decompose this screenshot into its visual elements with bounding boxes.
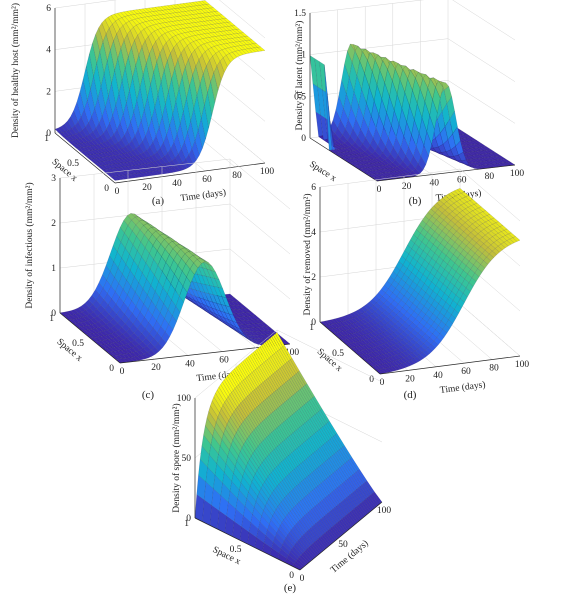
surface-cell — [227, 21, 236, 27]
z-axis-label: Density of healthy host (mm²/mm²) — [10, 3, 21, 138]
time-axis-label: Time (days) — [439, 379, 486, 396]
z-tick-label: 0 — [46, 129, 51, 139]
surface-cell — [244, 36, 253, 41]
surface-cell — [260, 322, 269, 327]
time-tick-label: 0 — [300, 574, 305, 584]
surface-cell — [205, 3, 214, 9]
surface-cell — [235, 28, 244, 34]
z-tick-label: 0.5 — [294, 92, 306, 102]
time-tick-label: 40 — [433, 371, 443, 381]
z-tick-label: 100 — [177, 394, 192, 404]
time-tick-label: 20 — [151, 363, 161, 373]
surface-cell — [264, 325, 274, 331]
panel-caption: (c) — [142, 389, 155, 401]
surface-cell — [222, 18, 232, 23]
panel-caption: (e) — [284, 582, 297, 594]
space-axis-label: Space x — [307, 160, 338, 185]
time-tick-label: 100 — [510, 169, 525, 179]
space-tick-label: 0 — [109, 364, 114, 374]
surface-cell — [234, 300, 244, 306]
panel-caption: (a) — [152, 195, 165, 207]
axes-frame-b — [309, 13, 516, 182]
surface-cell — [201, 0, 210, 5]
surface-d — [319, 188, 521, 375]
time-tick-label: 40 — [185, 359, 195, 369]
surface-cell — [465, 195, 474, 201]
time-tick-label: 100 — [515, 360, 530, 370]
z-tick-label: 0 — [311, 318, 316, 328]
surface-cell — [231, 25, 240, 30]
surface-cell — [247, 311, 257, 316]
time-tick-label: 0 — [377, 185, 382, 195]
z-tick-label: 1 — [51, 264, 56, 274]
surface-cell — [456, 188, 465, 194]
time-tick-label: 100 — [285, 348, 300, 358]
time-tick-label: 40 — [429, 179, 439, 189]
time-tick-label: 50 — [338, 540, 348, 550]
time-tick-label: 80 — [489, 364, 499, 374]
surface-cell — [482, 146, 492, 151]
z-tick-label: 0 — [301, 134, 306, 144]
z-tick-label: 0 — [51, 309, 56, 319]
space-tick-label: 0.5 — [72, 339, 84, 349]
space-tick-label: 0 — [289, 571, 294, 581]
z-tick-label: 50 — [182, 454, 192, 464]
z-axis-label: Density of removed (mm²/mm²) — [302, 193, 313, 315]
z-tick-label: 0 — [186, 514, 191, 524]
z-tick-label: 2 — [51, 219, 56, 229]
surface-cell — [210, 7, 219, 12]
time-tick-label: 100 — [260, 167, 275, 177]
z-tick-label: 6 — [311, 183, 316, 193]
surface-a — [54, 0, 266, 181]
time-tick-label: 40 — [172, 179, 182, 189]
z-tick-label: 1.5 — [294, 9, 306, 19]
z-tick-label: 3 — [51, 174, 56, 184]
time-tick-label: 60 — [219, 356, 229, 366]
z-tick-label: 1 — [301, 51, 306, 61]
z-axis-label: Density of spore (mm²/mm²) — [171, 403, 182, 512]
space-tick-label: 0 — [369, 375, 374, 385]
surface-b — [309, 43, 516, 182]
time-tick-label: 0 — [115, 187, 120, 197]
time-tick-label: 0 — [120, 367, 125, 377]
time-axis-label: Time (days) — [180, 187, 227, 204]
surface-cell — [218, 14, 227, 19]
z-tick-label: 2 — [46, 87, 51, 97]
surface-cell — [257, 46, 266, 52]
z-axis-label: Density of latent (mm²/mm²) — [294, 21, 305, 131]
space-tick-label: 0 — [104, 184, 109, 194]
time-tick-label: 20 — [405, 374, 415, 384]
time-tick-label: 20 — [402, 182, 412, 192]
space-tick-label: 1 — [44, 134, 49, 144]
time-tick-label: 60 — [202, 175, 212, 185]
z-axis-label: Density of infectious (mm²/mm²) — [24, 182, 35, 308]
surface-cell — [469, 199, 478, 205]
space-tick-label: 0.5 — [67, 159, 79, 169]
time-tick-label: 80 — [232, 171, 242, 181]
time-tick-label: 100 — [377, 506, 392, 516]
z-tick-label: 6 — [46, 4, 51, 14]
surface-cell — [214, 11, 223, 16]
time-tick-label: 80 — [485, 172, 495, 182]
time-tick-label: 60 — [457, 175, 467, 185]
z-tick-label: 4 — [46, 46, 51, 56]
space-tick-label: 1 — [49, 314, 54, 324]
axes-frame-a — [54, 8, 266, 184]
time-tick-label: 60 — [461, 367, 471, 377]
time-tick-label: 0 — [380, 378, 385, 388]
panel-caption: (d) — [404, 389, 417, 401]
time-axis-label: Time (days) — [328, 538, 370, 576]
surface-c — [59, 213, 291, 364]
surface-cell — [487, 149, 497, 154]
panel-caption: (b) — [409, 195, 422, 207]
time-tick-label: 20 — [142, 183, 152, 193]
